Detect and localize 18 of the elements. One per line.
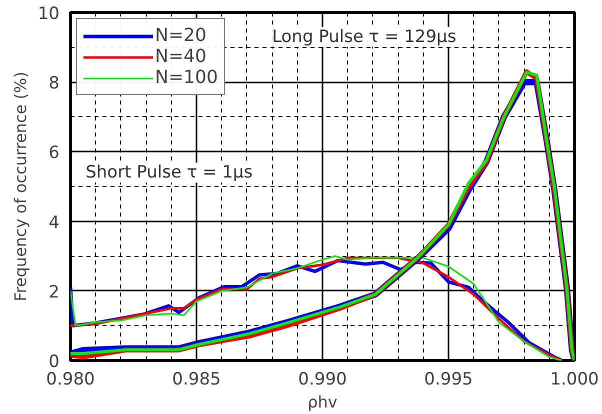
x-tick-label: 0.990 <box>298 370 347 390</box>
y-axis-title: Frequency of occurrence (%) <box>10 72 30 302</box>
x-tick-label: 1.000 <box>550 370 599 390</box>
x-tick-label: 0.995 <box>424 370 473 390</box>
annotation: Short Pulse τ = 1µs <box>86 162 253 183</box>
y-tick-label: 8 <box>48 74 60 94</box>
legend-label: N=20 <box>155 25 206 46</box>
y-tick-label: 6 <box>48 143 60 164</box>
x-tick-label: 0.980 <box>46 370 95 390</box>
legend-label: N=100 <box>155 67 218 88</box>
y-tick-label: 10 <box>38 4 60 24</box>
x-axis-title: ρhv <box>308 392 338 412</box>
y-tick-label: 2 <box>48 282 60 302</box>
y-tick-label: 0 <box>48 352 60 372</box>
y-tick-label: 4 <box>48 212 60 233</box>
annotation: Long Pulse τ = 129µs <box>272 26 456 47</box>
x-tick-label: 0.985 <box>172 370 221 390</box>
legend-label: N=40 <box>155 46 206 67</box>
